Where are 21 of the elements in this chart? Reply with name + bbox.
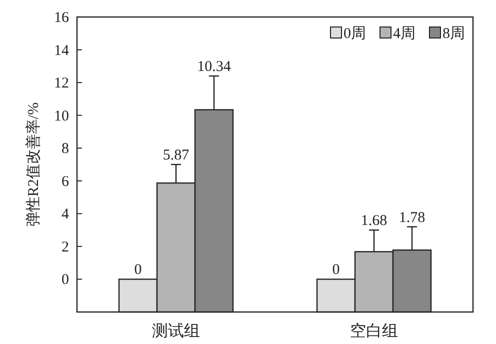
y-tick-label: 10 bbox=[54, 108, 69, 124]
data-label: 5.87 bbox=[162, 148, 190, 164]
x-tick-label: 空白组 bbox=[350, 322, 398, 340]
y-axis-title: 弹性R2值改善率/% bbox=[25, 102, 42, 227]
y-tick-label: 12 bbox=[54, 76, 69, 92]
y-tick-label: 8 bbox=[62, 141, 69, 158]
legend-label: 8周 bbox=[442, 26, 465, 42]
legend-label: 0周 bbox=[344, 26, 366, 42]
data-label: 0 bbox=[332, 262, 340, 278]
data-label: 0 bbox=[134, 262, 142, 278]
data-label: 1.78 bbox=[398, 210, 426, 226]
x-tick-label: 测试组 bbox=[152, 322, 200, 340]
y-tick-label: 16 bbox=[54, 10, 70, 26]
y-tick-label: 4 bbox=[62, 206, 70, 223]
y-tick-label: 2 bbox=[62, 239, 69, 256]
data-label: 1.68 bbox=[360, 213, 388, 230]
y-tick-label: 0 bbox=[62, 272, 69, 288]
y-tick-label: 6 bbox=[62, 174, 70, 190]
legend-label: 4周 bbox=[393, 26, 416, 42]
y-tick-label: 14 bbox=[54, 42, 70, 59]
data-label: 10.34 bbox=[197, 59, 232, 75]
